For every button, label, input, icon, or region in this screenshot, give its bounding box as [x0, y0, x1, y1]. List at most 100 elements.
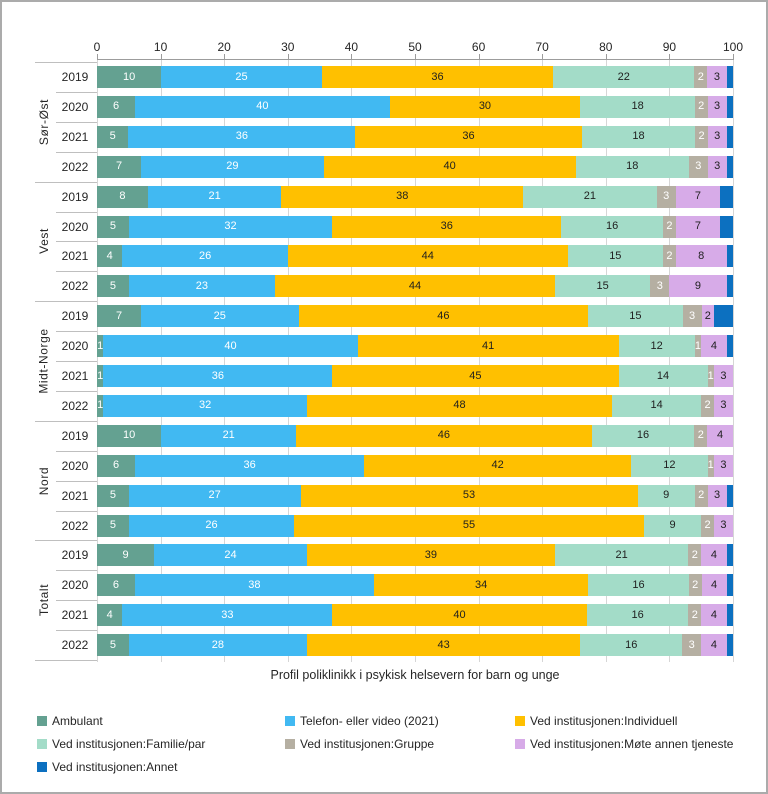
- x-axis-label: 20: [217, 40, 231, 54]
- year-separator: [56, 361, 97, 362]
- bar-segment: 16: [561, 215, 664, 238]
- bar-segment-label: 16: [632, 578, 645, 591]
- x-axis-tick: [733, 54, 734, 59]
- bar-segment-label: 7: [694, 190, 702, 203]
- bar-segment-label: 5: [109, 130, 116, 143]
- year-label: 2019: [61, 189, 89, 204]
- bar-segment-label: 1: [694, 339, 702, 352]
- bar-segment: 5: [97, 484, 129, 507]
- group-separator: [35, 62, 97, 63]
- bar-segment-label: 34: [474, 578, 488, 591]
- bar-segment: 7: [675, 215, 721, 238]
- bar-segment: 2: [695, 125, 708, 148]
- bar-segment: 2: [701, 305, 715, 328]
- legend-label: Telefon- eller video (2021): [300, 714, 439, 728]
- bar-segment: 4: [701, 604, 727, 627]
- bar-segment: 2: [663, 245, 676, 268]
- year-label: 2022: [61, 159, 89, 174]
- bar-segment-label: 1: [707, 459, 714, 472]
- bar-segment: 41: [357, 335, 619, 358]
- bar-segment-label: 2: [666, 220, 673, 232]
- bar-segment: 36: [355, 125, 582, 148]
- bar-segment: 7: [97, 305, 142, 328]
- bar-row: 5 36 36 18 2 3: [97, 125, 733, 148]
- year-separator: [56, 450, 97, 452]
- bar-segment-label: 3: [720, 369, 727, 382]
- bar-segment-label: 5: [109, 489, 116, 502]
- bar-segment-label: 8: [698, 249, 705, 262]
- bar-segment-label: 32: [224, 220, 237, 232]
- bar-segment-label: 15: [629, 309, 642, 322]
- bar-segment: 29: [141, 155, 324, 178]
- bar-segment-label: 3: [720, 399, 727, 412]
- bar-segment: 40: [103, 335, 358, 358]
- x-axis-label: 70: [535, 40, 549, 54]
- bar-segment: 2: [701, 514, 714, 537]
- bar-row: 7 25 46 15 3 2: [97, 305, 733, 328]
- bar-segment: [714, 305, 733, 328]
- bar-segment: 24: [154, 544, 307, 567]
- bar-segment-label: 5: [109, 638, 116, 651]
- group-label: Vest: [32, 182, 56, 302]
- legend-item: Ved institusjonen:Gruppe: [285, 737, 515, 751]
- bar-segment: [726, 484, 733, 507]
- legend-swatch: [285, 739, 295, 749]
- bar-segment: 22: [553, 66, 695, 88]
- bar-segment-label: 25: [235, 70, 248, 83]
- year-label: 2019: [61, 428, 89, 443]
- bar-row: 5 26 55 9 2 3: [97, 514, 733, 537]
- group-label: Midt-Norge: [32, 301, 56, 421]
- bar-row: 1 36 45 14 1 3: [97, 365, 733, 387]
- bar-segment-label: 40: [453, 608, 466, 621]
- year-label: 2022: [61, 518, 89, 533]
- bar-segment-label: 2: [704, 399, 711, 412]
- bar-segment-label: 9: [694, 279, 702, 292]
- bar-segment-label: 2: [698, 100, 705, 113]
- year-separator: [56, 211, 97, 213]
- bar-segment: 3: [713, 394, 733, 417]
- bar-segment: 15: [554, 275, 651, 298]
- bar-segment-label: 39: [424, 548, 437, 561]
- bar-segment-label: 3: [714, 489, 721, 502]
- x-axis-label: 30: [281, 40, 295, 54]
- bar-segment: 4: [701, 634, 727, 657]
- bar-segment: 6: [97, 454, 136, 477]
- bar-segment-label: 7: [694, 220, 702, 232]
- bar-segment: [726, 66, 733, 88]
- legend-item: Ambulant: [37, 714, 285, 728]
- bar-segment-label: 40: [224, 339, 237, 352]
- bar-segment-label: 25: [213, 309, 226, 322]
- bar-segment: 16: [591, 424, 695, 447]
- bar-segment: 2: [694, 484, 708, 507]
- bar-segment-label: 36: [211, 369, 224, 382]
- bar-row: 9 24 39 21 2 4: [97, 544, 733, 567]
- bar-segment: 21: [523, 185, 657, 208]
- year-separator: [56, 331, 97, 333]
- bar-segment-label: 8: [119, 190, 126, 203]
- year-label: 2019: [61, 548, 89, 563]
- bar-segment-label: 33: [221, 608, 234, 621]
- bar-segment-label: 5: [109, 279, 116, 292]
- bar-segment: 38: [134, 574, 375, 597]
- bar-segment: 46: [296, 424, 592, 447]
- bar-row: 6 40 30 18 2 3: [97, 95, 733, 118]
- bar-segment: 9: [637, 484, 695, 507]
- bar-segment: 12: [631, 454, 708, 477]
- legend-label: Ved institusjonen:Annet: [52, 760, 178, 774]
- bar-segment-label: 1: [97, 369, 104, 382]
- legend-label: Ved institusjonen:Gruppe: [300, 737, 435, 751]
- bar-segment-label: 3: [663, 190, 670, 203]
- bar-segment: 25: [141, 305, 299, 328]
- x-axis-label: 10: [153, 40, 168, 54]
- bar-segment: [726, 245, 733, 268]
- group-label-text: Nord: [37, 466, 52, 495]
- year-label: 2020: [61, 99, 89, 114]
- bar-segment: 39: [306, 544, 555, 567]
- legend-item: Ved institusjonen:Møte annen tjeneste: [515, 737, 757, 751]
- bar-segment-label: 14: [656, 369, 670, 382]
- bar-row: 5 32 36 16 2 7: [97, 215, 733, 238]
- bar-segment: 2: [694, 424, 708, 447]
- bar-segment: 8: [675, 245, 727, 268]
- bar-segment: 15: [588, 305, 683, 328]
